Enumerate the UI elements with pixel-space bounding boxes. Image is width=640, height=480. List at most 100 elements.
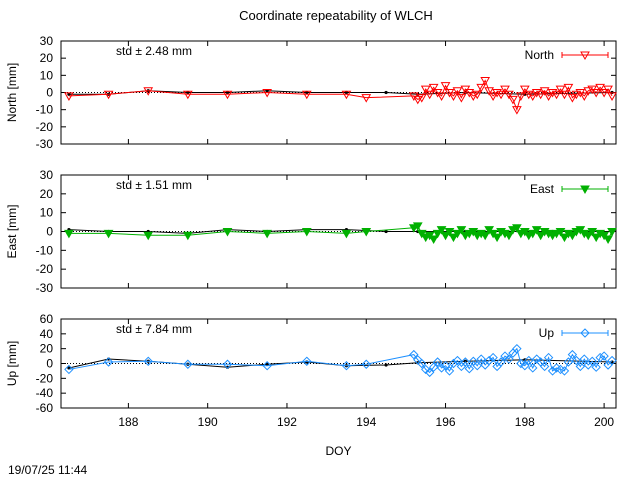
y-tick-label: -10 (36, 103, 54, 117)
data-point (500, 85, 510, 95)
data-point (579, 92, 590, 101)
x-tick-label: 190 (198, 415, 218, 429)
data-point (409, 349, 419, 360)
data-point (464, 363, 475, 374)
y-tick-label: 0 (46, 225, 53, 239)
x-tick-label: 188 (118, 415, 138, 429)
data-point (512, 106, 522, 115)
data-point (183, 359, 193, 369)
data-point (361, 228, 372, 237)
data-point (103, 357, 114, 367)
data-point (448, 233, 459, 243)
y-tick-label: 60 (40, 312, 54, 326)
x-tick-label: 198 (515, 415, 535, 429)
data-point (520, 361, 530, 371)
data-point (559, 90, 570, 100)
legend-east: East (530, 182, 609, 196)
data-point (103, 90, 114, 100)
y-tick-label: 0 (46, 357, 53, 371)
data-point (472, 90, 483, 100)
data-point (595, 352, 605, 363)
data-point (361, 94, 372, 103)
data-point (567, 231, 578, 241)
series-east-east (64, 222, 617, 245)
y-tick-label: -20 (36, 371, 54, 385)
legend-marker (580, 328, 590, 338)
data-point (543, 352, 554, 363)
data-point (591, 362, 601, 372)
data-point (456, 226, 467, 235)
data-point (563, 83, 574, 93)
data-point (484, 355, 494, 366)
data-point (547, 89, 558, 98)
std-annotation-up: std ± 7.84 mm (116, 322, 192, 336)
data-point (143, 356, 153, 366)
data-point (579, 354, 589, 364)
data-point (504, 354, 514, 364)
data-point (567, 94, 578, 103)
data-point (302, 356, 312, 366)
y-tick-label: -10 (36, 243, 54, 257)
data-point (524, 355, 534, 366)
data-point (460, 357, 471, 367)
data-point (341, 90, 352, 100)
data-point (543, 92, 554, 101)
data-point (539, 87, 550, 96)
data-point (532, 354, 542, 364)
y-tick-label: 30 (40, 34, 54, 48)
y-axis-label-east: East [mm] (5, 204, 19, 258)
y-tick-label: 10 (40, 206, 54, 220)
data-point (262, 229, 273, 239)
data-point (421, 364, 431, 375)
data-point (416, 94, 427, 103)
data-point (476, 354, 486, 364)
data-point (222, 228, 233, 237)
data-point (504, 231, 514, 241)
data-point (492, 89, 502, 98)
data-point (512, 224, 522, 233)
data-point (440, 361, 451, 371)
data-point (440, 231, 451, 241)
data-point (492, 233, 502, 243)
data-point (424, 90, 435, 100)
data-point (571, 355, 582, 366)
data-point (428, 362, 439, 372)
data-point (448, 92, 459, 101)
data-point (607, 228, 617, 237)
y-tick-label: 40 (40, 327, 54, 341)
data-point (508, 95, 518, 105)
data-point (64, 92, 74, 101)
data-point (516, 358, 526, 369)
data-point (182, 231, 193, 241)
data-point (384, 229, 388, 234)
data-point (143, 231, 154, 241)
timestamp: 19/07/25 11:44 (8, 463, 88, 477)
data-point (559, 233, 570, 243)
data-point (583, 231, 594, 241)
y-tick-label: -20 (36, 120, 54, 134)
data-point (523, 90, 534, 100)
chart-title: Coordinate repeatability of WLCH (239, 8, 433, 23)
data-point (472, 361, 482, 371)
data-point (301, 90, 312, 100)
data-point (476, 83, 487, 93)
data-point (222, 90, 233, 100)
data-point (567, 349, 578, 360)
data-point (468, 92, 479, 101)
data-point (428, 235, 439, 245)
data-point (432, 357, 443, 367)
data-point (575, 361, 586, 372)
series-line (68, 347, 613, 374)
y-tick-label: -30 (36, 281, 54, 295)
panel-north: -30 -20 -10 0 10 20 30 North [mm] std ± 2.48 mm N… (5, 34, 617, 151)
y-tick-label: -40 (36, 386, 54, 400)
data-point (504, 90, 514, 100)
data-point (500, 351, 510, 361)
data-point (496, 357, 506, 367)
data-point (436, 363, 447, 373)
legend-label: East (530, 182, 555, 196)
data-point (301, 228, 312, 237)
